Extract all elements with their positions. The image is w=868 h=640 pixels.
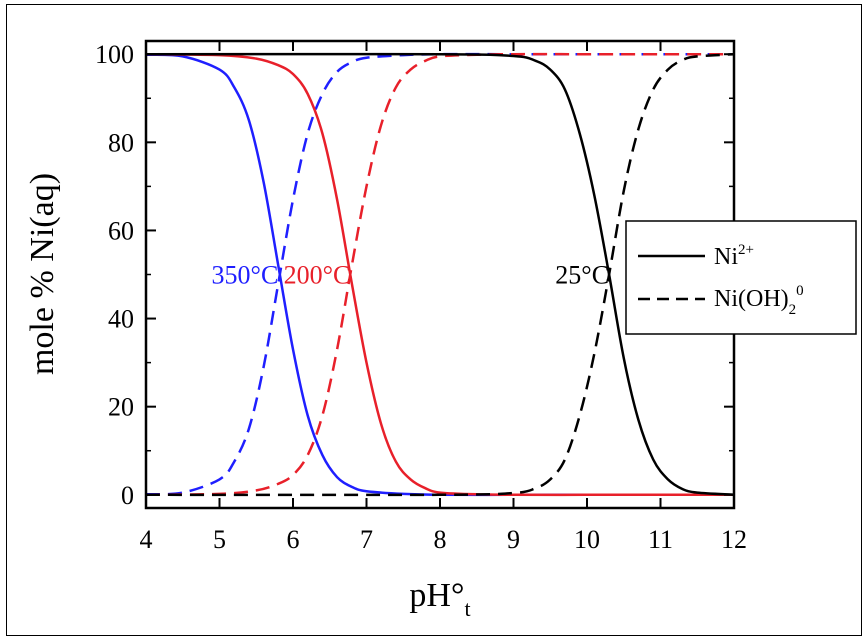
y-tick-label-60: 60 (108, 216, 134, 245)
x-tick-label-4: 4 (140, 525, 153, 554)
series-line-25c-ni2plus (145, 52, 735, 497)
figure-frame (6, 4, 862, 636)
y-tick-label-40: 40 (108, 305, 134, 334)
series-layer (145, 52, 735, 497)
x-axis-title: pH°t (409, 577, 470, 621)
legend-box (625, 220, 857, 335)
x-tick-label-10: 10 (574, 525, 600, 554)
y-axis-title: mole % Ni(aq) (24, 173, 61, 375)
x-tick-label-11: 11 (648, 525, 673, 554)
x-tick-label-12: 12 (721, 525, 747, 554)
legend-item-nioh2: Ni(OH)20 (714, 283, 804, 318)
curve-label-200c: 200°C (284, 261, 351, 290)
x-axis-title-main: pH° (409, 577, 464, 614)
label-layer: 350°C 200°C 25°C (212, 261, 610, 290)
series-line-200c-ni2plus (145, 52, 734, 497)
x-tick-label-8: 8 (434, 525, 447, 554)
series-line-200c-nioh2 (145, 52, 734, 497)
tick-layer: 4 5 6 7 8 9 10 11 12 0 20 40 60 80 100 (95, 40, 747, 554)
legend-item-ni2plus: Ni2+ (714, 242, 754, 270)
x-tick-label-6: 6 (287, 525, 300, 554)
curve-label-25c: 25°C (555, 261, 609, 290)
y-tick-label-100: 100 (95, 40, 134, 69)
y-tick-label-0: 0 (121, 481, 134, 510)
x-tick-label-7: 7 (360, 525, 373, 554)
x-tick-label-5: 5 (213, 525, 226, 554)
legend: Ni2+ Ni(OH)20 (625, 220, 857, 335)
x-axis-title-subscript: t (465, 596, 471, 621)
curve-label-350c: 350°C (212, 261, 279, 290)
x-tick-label-9: 9 (507, 525, 520, 554)
series-line-25c-nioh2 (145, 52, 735, 497)
y-tick-label-20: 20 (108, 393, 134, 422)
y-tick-label-80: 80 (108, 128, 134, 157)
